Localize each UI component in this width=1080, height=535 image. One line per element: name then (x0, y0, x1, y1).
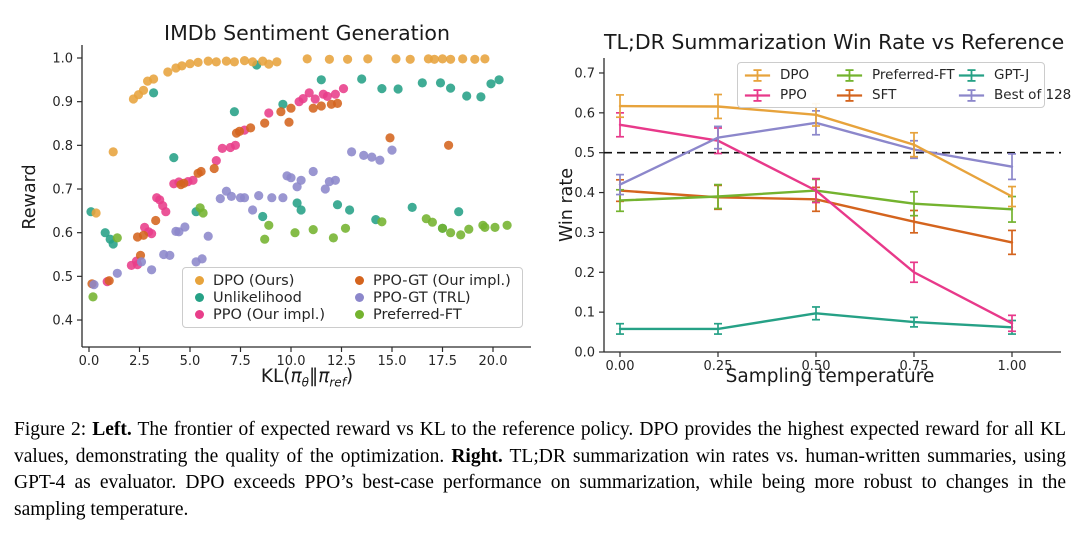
legend-item: SFT (836, 85, 958, 105)
legend-dot-marker (355, 310, 364, 319)
legend-dot-marker (355, 293, 364, 302)
svg-text:0.8: 0.8 (52, 139, 73, 154)
svg-text:0.6: 0.6 (574, 106, 595, 121)
legend-item: Preferred-FT (836, 65, 958, 85)
legend-item-label: PPO-GT (TRL) (373, 289, 471, 306)
x-axis-label-part: ) (345, 366, 354, 387)
legend-errorbar-marker (958, 88, 985, 102)
left-scatter-plot: 0.4 0.5 0.6 0.7 0.8 0.9 1.0 0.0 2.5 5.0 7.5 10.0 12.… (52, 45, 531, 369)
svg-text:7.5: 7.5 (230, 354, 251, 369)
svg-text:17.5: 17.5 (428, 354, 457, 369)
svg-text:10.0: 10.0 (277, 354, 306, 369)
svg-text:1.00: 1.00 (998, 359, 1027, 374)
legend-item-label: Best of 128 (994, 87, 1072, 103)
left-chart-title: IMDb Sentiment Generation (164, 21, 450, 45)
svg-text:2.5: 2.5 (129, 354, 150, 369)
svg-text:0.5: 0.5 (574, 146, 595, 161)
svg-text:0.7: 0.7 (574, 66, 595, 81)
scatter-series-dpo-ours- (91, 54, 490, 218)
legend-item: Best of 128 (958, 85, 1071, 105)
x-axis-label-part: ref (329, 375, 346, 390)
right-chart-title: TL;DR Summarization Win Rate vs Referenc… (604, 30, 1065, 54)
legend-errorbar-marker (836, 88, 863, 102)
svg-text:0.25: 0.25 (704, 359, 733, 374)
figure-caption: Figure 2: Left. The frontier of expected… (14, 417, 1066, 523)
legend-item: PPO-GT (TRL) (355, 289, 518, 306)
legend-item-label: Preferred-FT (872, 67, 955, 83)
legend-item-label: PPO-GT (Our impl.) (373, 272, 511, 289)
caption-bold-segment: Left. (92, 419, 132, 440)
scatter-series-preferred-ft (88, 203, 512, 302)
right-y-axis-label: Win rate (557, 168, 577, 242)
legend-item: Preferred-FT (355, 306, 518, 323)
legend-dot-marker (195, 310, 204, 319)
legend-item-label: SFT (872, 87, 897, 103)
svg-text:0.9: 0.9 (52, 95, 73, 110)
legend-dot-marker (195, 276, 204, 285)
right-chart-legend: DPO PPO Preferred-FT (737, 62, 1071, 108)
svg-text:0.4: 0.4 (574, 186, 595, 201)
legend-item-label: PPO (780, 87, 807, 103)
caption-segment: The frontier of expected reward vs KL to… (14, 419, 1066, 467)
x-axis-label-part: π (318, 366, 330, 387)
caption-segment: Figure 2: (14, 419, 93, 440)
legend-item-label: Unlikelihood (213, 289, 302, 306)
legend-dot-marker (195, 293, 204, 302)
line-series-gpt-j (616, 306, 1016, 335)
legend-errorbar-marker (744, 88, 771, 102)
legend-item: PPO (Our impl.) (195, 306, 355, 323)
svg-text:0.0: 0.0 (574, 346, 595, 361)
svg-text:0.0: 0.0 (79, 354, 100, 369)
svg-text:1.0: 1.0 (52, 52, 73, 67)
svg-text:0.00: 0.00 (606, 359, 635, 374)
x-axis-label-part: KL( (260, 366, 291, 387)
legend-item: PPO (744, 85, 836, 105)
legend-item: GPT-J (958, 65, 1071, 85)
legend-dot-marker (355, 276, 364, 285)
caption-segment: TL;DR summarization win rates vs. human-… (14, 445, 1066, 520)
legend-item-label: Preferred-FT (373, 306, 462, 323)
scatter-series-unlikelihood (86, 60, 504, 249)
legend-item: DPO (744, 65, 836, 85)
left-x-axis-label: KL(πθ‖πref) (82, 366, 532, 390)
svg-text:20.0: 20.0 (479, 354, 508, 369)
x-axis-label-part: π (290, 366, 302, 387)
svg-text:12.5: 12.5 (327, 354, 356, 369)
legend-errorbar-marker (958, 68, 985, 82)
line-series-dpo (616, 93, 1016, 208)
legend-item-label: DPO (780, 67, 810, 83)
line-series-ppo (616, 111, 1016, 333)
scatter-series-ppo-gt-our-impl- (87, 98, 454, 289)
legend-item: DPO (Ours) (195, 272, 355, 289)
svg-text:0.7: 0.7 (52, 183, 73, 198)
legend-errorbar-marker (836, 68, 863, 82)
right-x-axis-label: Sampling temperature (725, 366, 935, 387)
x-axis-label-part: θ (301, 375, 309, 390)
svg-text:0.1: 0.1 (574, 306, 595, 321)
svg-text:0.2: 0.2 (574, 266, 595, 281)
legend-item: Unlikelihood (195, 289, 355, 306)
scatter-series-ppo-gt-trl- (89, 145, 397, 290)
svg-text:0.6: 0.6 (52, 226, 73, 241)
legend-item: PPO-GT (Our impl.) (355, 272, 518, 289)
legend-item-label: GPT-J (994, 67, 1030, 83)
svg-text:0.75: 0.75 (900, 359, 929, 374)
svg-text:0.3: 0.3 (574, 226, 595, 241)
svg-text:0.4: 0.4 (52, 314, 73, 329)
legend-item-label: PPO (Our impl.) (213, 306, 325, 323)
legend-item-label: DPO (Ours) (213, 272, 295, 289)
left-chart-legend: DPO (Ours) Unlikelihood PPO (Our impl.) … (182, 267, 523, 328)
left-y-axis-label: Reward (20, 164, 40, 230)
legend-errorbar-marker (744, 68, 771, 82)
caption-bold-segment: Right. (451, 445, 503, 467)
svg-text:0.50: 0.50 (802, 359, 831, 374)
x-axis-label-part: ‖ (308, 366, 319, 387)
right-line-plot: 0.0 0.1 0.2 0.3 0.4 0.5 0.6 0.7 0.00 0.25 0.50 0.75… (574, 58, 1061, 374)
svg-text:0.5: 0.5 (52, 270, 73, 285)
svg-text:5.0: 5.0 (180, 354, 201, 369)
svg-text:15.0: 15.0 (378, 354, 407, 369)
